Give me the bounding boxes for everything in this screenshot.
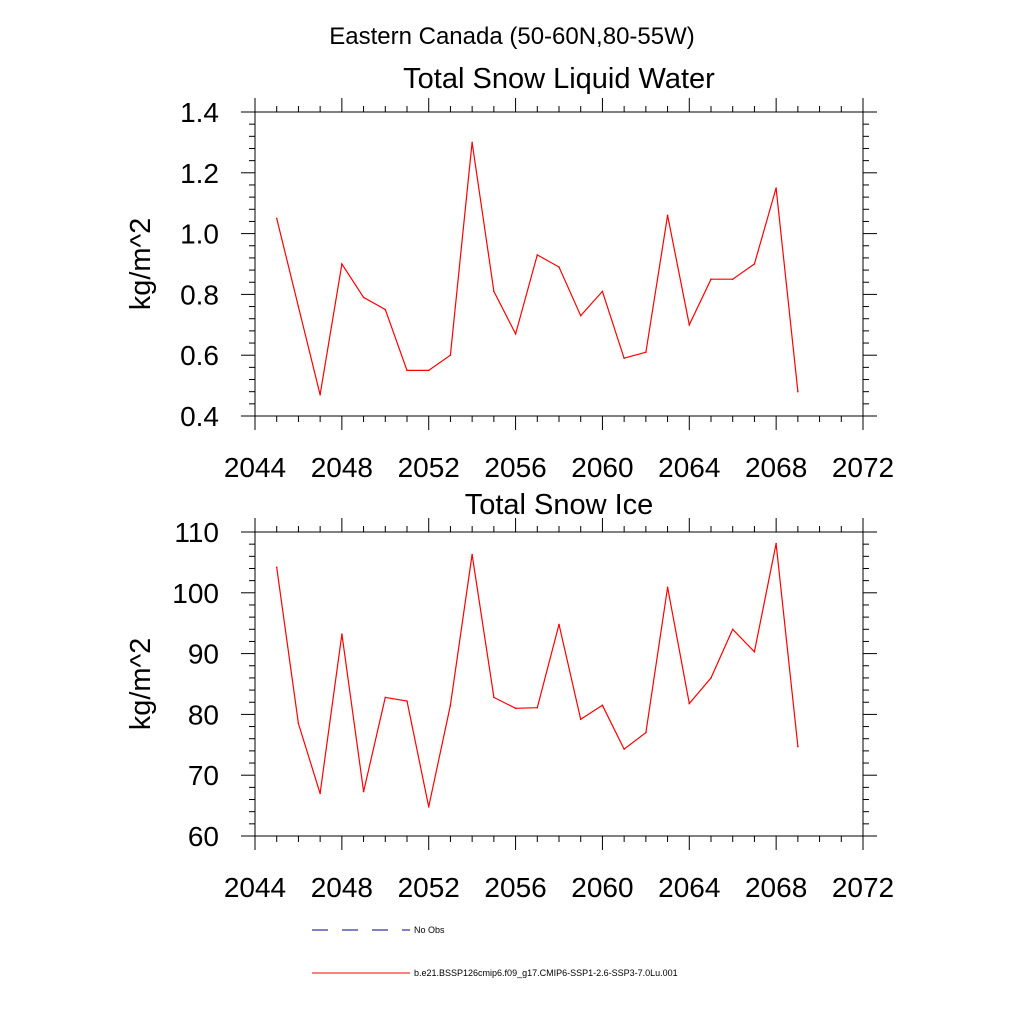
x-tick-label: 2072 <box>832 872 894 903</box>
data-point <box>362 790 365 793</box>
data-point <box>775 187 777 189</box>
data-point <box>731 278 734 281</box>
data-point <box>579 718 582 721</box>
data-point <box>710 677 712 679</box>
data-point <box>449 704 452 707</box>
data-point <box>471 141 473 144</box>
data-point <box>645 351 647 353</box>
chart-panels: Total Snow Liquid Water 2044 2048 2052 2056 2… <box>125 63 894 903</box>
x-tick-label: 2056 <box>484 872 546 903</box>
data-point <box>471 553 473 556</box>
x-tick-label: 2052 <box>398 872 460 903</box>
x-tick-label: 2068 <box>745 452 807 483</box>
series-line <box>276 142 799 395</box>
data-point <box>297 722 300 725</box>
x-tick-label: 2052 <box>398 452 460 483</box>
x-tick-label: 2060 <box>571 452 633 483</box>
x-tick-label: 2044 <box>224 872 286 903</box>
data-point <box>297 305 300 308</box>
y-tick-label: 90 <box>188 639 219 670</box>
data-point <box>536 254 539 256</box>
data-point <box>406 369 408 372</box>
data-point <box>558 623 560 626</box>
x-tick-label: 2044 <box>224 452 286 483</box>
y-axis-label: kg/m^2 <box>125 218 157 311</box>
data-point <box>797 390 799 393</box>
plot-frame <box>254 111 864 417</box>
y-tick-label: 1.4 <box>180 97 219 128</box>
figure-title: Eastern Canada (50-60N,80-55W) <box>329 23 695 50</box>
data-point <box>362 296 365 299</box>
plot-frame <box>254 531 864 837</box>
legend-label: b.e21.BSSP126cmip6.f09_g17.CMIP6-SSP1-2.… <box>414 968 678 978</box>
data-point <box>514 333 517 335</box>
panel-title: Total Snow Ice <box>465 489 654 521</box>
legend-label: No Obs <box>414 925 445 935</box>
data-point <box>384 696 387 699</box>
series-line <box>276 543 799 807</box>
x-tick-label: 2048 <box>311 872 373 903</box>
data-point <box>427 369 430 372</box>
data-point <box>275 217 278 220</box>
data-point <box>797 745 799 748</box>
x-tick-label: 2056 <box>484 452 546 483</box>
data-point <box>623 357 625 360</box>
panel-title: Total Snow Liquid Water <box>403 63 715 95</box>
chart-panel-1: Total Snow Liquid Water 2044 2048 2052 2056 2… <box>125 63 894 483</box>
y-tick-label: 110 <box>174 517 219 548</box>
data-point <box>753 650 756 653</box>
data-point <box>493 290 495 293</box>
data-point <box>558 266 560 268</box>
data-point <box>601 290 604 293</box>
y-axis-label: kg/m^2 <box>125 638 157 731</box>
data-point <box>536 706 539 709</box>
data-point <box>406 700 408 702</box>
data-point <box>666 586 669 589</box>
data-point <box>427 806 430 808</box>
data-point <box>514 707 517 710</box>
data-point <box>319 792 321 795</box>
x-tick-label: 2048 <box>311 452 373 483</box>
x-tick-label: 2068 <box>745 872 807 903</box>
data-point <box>710 278 712 281</box>
data-point <box>775 542 777 545</box>
data-point <box>341 263 343 265</box>
x-tick-label: 2072 <box>832 452 894 483</box>
data-point <box>601 704 604 707</box>
x-tick-label: 2064 <box>658 452 720 483</box>
data-point <box>731 628 734 631</box>
data-point <box>384 308 387 311</box>
data-point <box>688 324 691 326</box>
y-tick-label: 0.8 <box>180 279 219 310</box>
data-point <box>319 393 321 396</box>
x-tick-label: 2060 <box>571 872 633 903</box>
y-tick-label: 1.2 <box>180 158 219 189</box>
y-tick-label: 0.4 <box>180 401 219 432</box>
chart-panel-2: Total Snow Ice 2044 2048 2052 2056 2060 2064 20… <box>125 489 894 903</box>
y-tick-label: 0.6 <box>180 340 219 371</box>
x-tick-label: 2064 <box>658 872 720 903</box>
data-point <box>449 354 452 357</box>
data-point <box>666 214 669 217</box>
data-point <box>275 566 278 569</box>
data-point <box>623 748 625 750</box>
y-tick-label: 70 <box>188 760 219 791</box>
data-point <box>688 702 691 705</box>
data-point <box>753 263 756 265</box>
y-tick-label: 1.0 <box>180 219 219 250</box>
y-tick-label: 100 <box>172 578 219 609</box>
legend: No Obs b.e21.BSSP126cmip6.f09_g17.CMIP6-S… <box>312 925 678 978</box>
data-point <box>493 696 495 699</box>
y-tick-label: 80 <box>188 699 219 730</box>
data-point <box>579 314 582 317</box>
data-point <box>645 731 647 734</box>
y-tick-label: 60 <box>188 821 219 852</box>
data-point <box>341 633 343 635</box>
